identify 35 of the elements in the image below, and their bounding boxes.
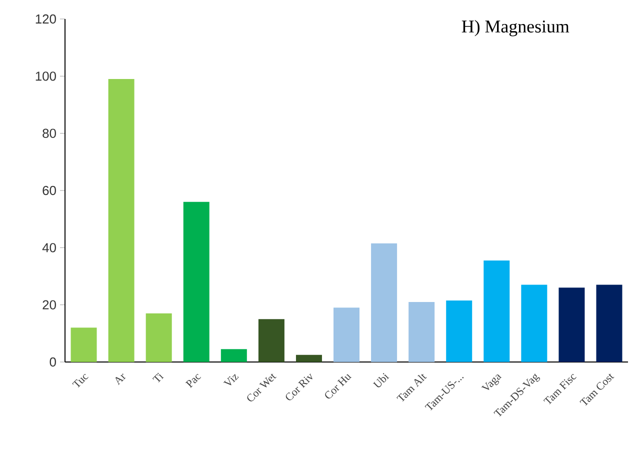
x-tick-label: Cor Wet	[247, 374, 276, 402]
bar	[146, 313, 172, 362]
x-tick-label: Tam Cost	[580, 374, 614, 406]
chart-title: H) Magnesium	[462, 20, 570, 36]
y-tick-label: 20	[42, 300, 56, 310]
bar	[108, 79, 134, 362]
y-tick-label: 0	[50, 357, 56, 367]
bar	[334, 308, 360, 362]
bar	[558, 288, 585, 362]
x-tick-label: Tuc	[72, 374, 88, 388]
bar	[521, 284, 548, 362]
x-tick-label: Tam Fisc	[543, 374, 576, 404]
bar	[258, 319, 284, 362]
bar	[446, 300, 472, 362]
x-tick-label: Tam Alt	[396, 374, 427, 402]
y-tick-label: 40	[42, 243, 56, 252]
bar	[220, 349, 247, 362]
bar	[484, 260, 510, 362]
bar	[70, 328, 97, 362]
y-tick-label: 80	[42, 128, 56, 138]
y-tick-label: 120	[36, 14, 56, 24]
x-tick-label: Cor Riv	[286, 374, 312, 400]
bar	[596, 284, 622, 362]
x-tick-label: Ubi	[372, 373, 390, 388]
x-tick-label: Viz	[223, 374, 239, 386]
bar	[296, 354, 322, 362]
y-tick-label: 100	[36, 72, 56, 81]
bar	[183, 202, 210, 362]
bar	[371, 243, 398, 362]
y-tick-label: 60	[42, 186, 56, 196]
x-tick-label: Cor Hu	[325, 374, 352, 399]
bar	[408, 302, 435, 362]
x-tick-label: Ti	[152, 372, 164, 383]
x-tick-label: Pac	[185, 374, 201, 388]
x-tick-label: Ar	[116, 374, 126, 386]
